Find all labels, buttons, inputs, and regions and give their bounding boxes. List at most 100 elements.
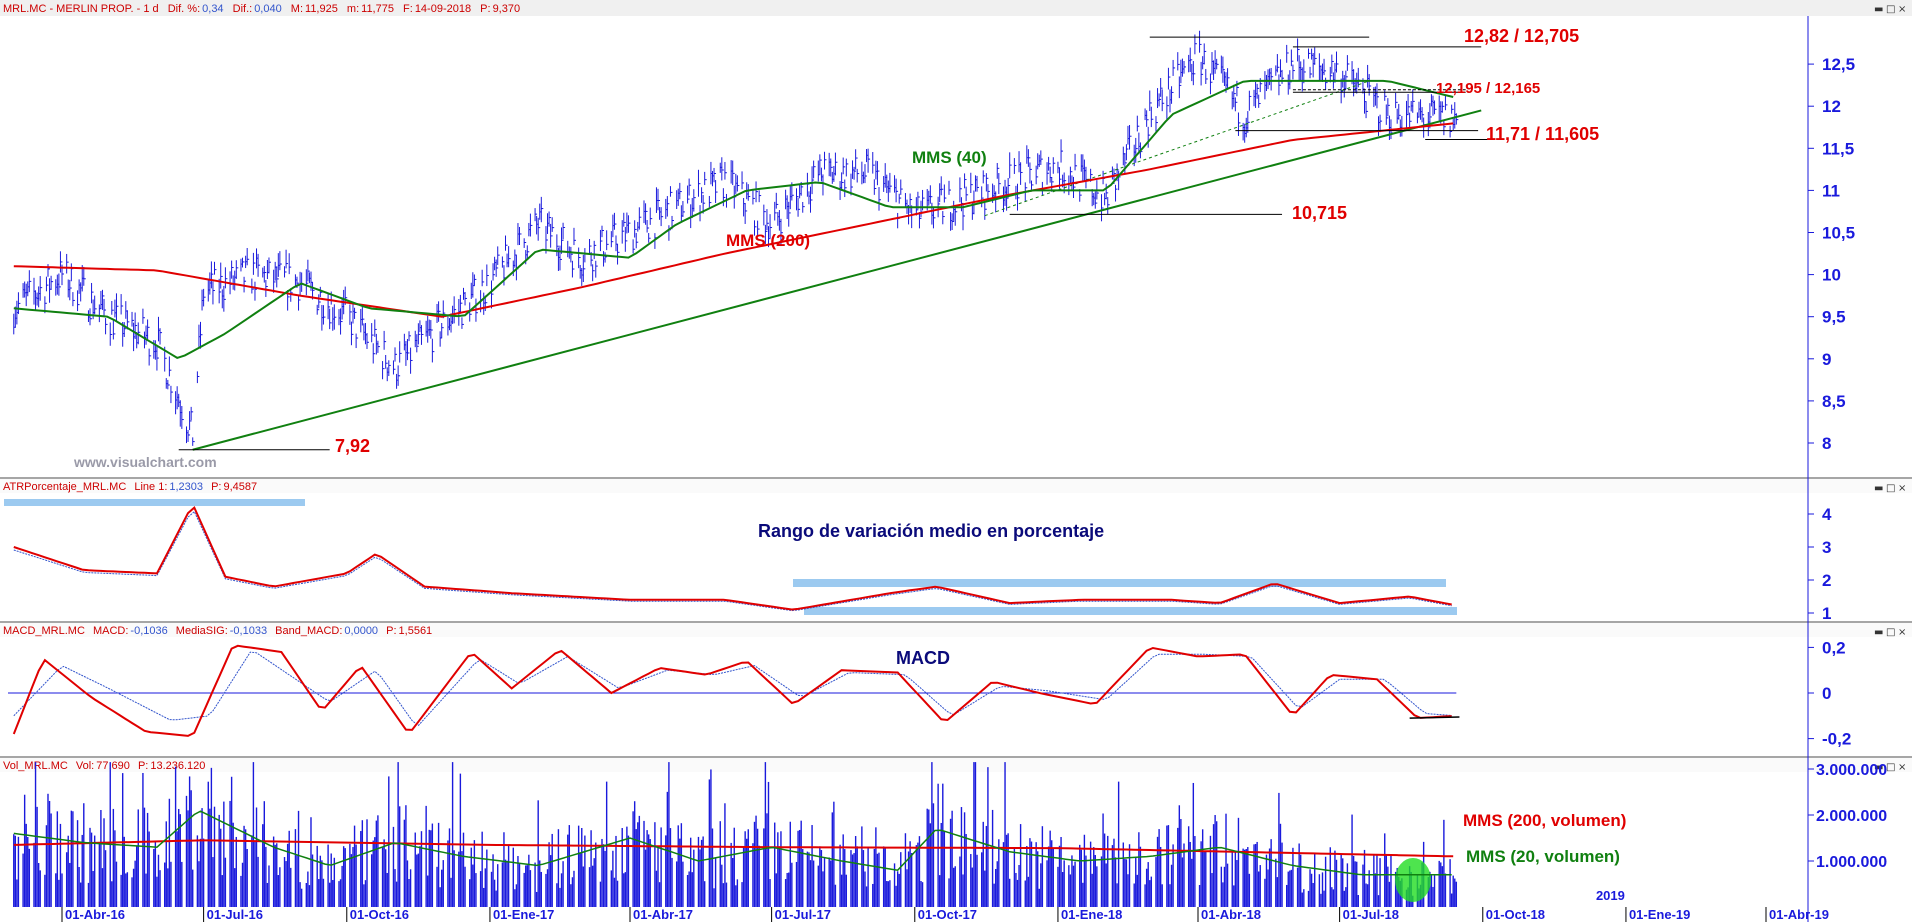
volume-bar (867, 846, 869, 907)
price-bar (77, 290, 80, 312)
volume-bar (1257, 871, 1260, 907)
price-bar (224, 267, 228, 289)
volume-mms20-line (13, 810, 1452, 876)
minimize-icon[interactable]: ▬ (1874, 483, 1883, 494)
volume-bar (1116, 883, 1118, 907)
volume-bar (409, 869, 412, 907)
volume-bar (56, 811, 59, 907)
volume-bar (1220, 866, 1223, 907)
label-vol-mms20: MMS (20, volumen) (1466, 847, 1620, 866)
volume-bar (89, 827, 91, 907)
volume-bar (266, 882, 269, 907)
price-window-controls[interactable]: ▬ □ × (1874, 4, 1906, 15)
volume-bar (201, 808, 203, 907)
price-bar (265, 280, 268, 297)
volume-bar (1312, 882, 1314, 907)
volume-bar (307, 871, 309, 907)
volume-bar (1047, 846, 1050, 907)
close-icon[interactable]: × (1898, 762, 1906, 773)
price-bar (841, 172, 844, 191)
volume-bar (1223, 866, 1226, 907)
volume-bar (1159, 846, 1162, 907)
volume-bar (539, 860, 541, 907)
minimize-icon[interactable]: ▬ (1874, 4, 1883, 15)
volume-bar (876, 853, 879, 907)
volume-bar (819, 846, 821, 907)
volume-bar (991, 809, 994, 907)
volume-bar (741, 882, 743, 907)
volume-bar (1194, 836, 1196, 907)
price-bar (1150, 106, 1154, 128)
volume-bar (154, 840, 157, 907)
price-bar (606, 230, 609, 251)
price-bar (757, 220, 760, 236)
price-bar (316, 304, 320, 315)
volume-bar (342, 846, 345, 907)
volume-bar (591, 865, 594, 907)
volume-bar (262, 824, 264, 907)
price-bar (900, 179, 903, 195)
volume-bar (582, 866, 585, 907)
volume-bar (993, 883, 995, 907)
volume-bar (755, 815, 757, 907)
maximize-icon[interactable]: □ (1886, 483, 1895, 494)
volume-bar (479, 871, 482, 907)
price-bar (1205, 68, 1208, 84)
price-bar (354, 307, 357, 319)
price-bar (187, 429, 191, 442)
macd-y-tick-label: -0,2 (1822, 730, 1851, 749)
price-bar (459, 294, 463, 314)
volume-bar (165, 821, 167, 907)
price-bar (864, 164, 867, 184)
atr-window-controls[interactable]: ▬ □ × (1874, 483, 1906, 494)
volume-bar (1203, 851, 1205, 907)
volume-bar (103, 818, 105, 907)
price-bar (1069, 166, 1073, 185)
close-icon[interactable]: × (1898, 483, 1906, 494)
price-bar (242, 257, 245, 268)
price-bar (420, 325, 424, 345)
volume-bar (142, 772, 144, 907)
atr-y-tick-label: 2 (1822, 571, 1831, 590)
price-bar (526, 245, 530, 260)
volume-bar (702, 836, 704, 907)
volume-bar (1144, 884, 1146, 907)
maximize-icon[interactable]: □ (1886, 762, 1895, 773)
close-icon[interactable]: × (1898, 627, 1906, 638)
price-bar (1227, 68, 1230, 90)
volume-bar (132, 868, 135, 907)
volume-bar (473, 840, 476, 907)
minimize-icon[interactable]: ▬ (1874, 627, 1883, 638)
volume-bar (420, 831, 423, 907)
date-tick-label: 01-Abr-19 (1769, 907, 1829, 922)
price-bar (1395, 92, 1398, 109)
price-bar (571, 260, 575, 278)
volume-bar (461, 851, 463, 907)
volume-bar (450, 877, 452, 907)
volume-window-controls[interactable]: ▬ □ × (1874, 762, 1906, 773)
volume-bar (864, 871, 866, 907)
volume-bar (671, 857, 673, 907)
volume-bar (774, 822, 776, 907)
maximize-icon[interactable]: □ (1886, 4, 1895, 15)
macd-window-controls[interactable]: ▬ □ × (1874, 627, 1906, 638)
volume-bar (255, 807, 258, 907)
price-bar (89, 308, 93, 326)
close-icon[interactable]: × (1898, 4, 1906, 15)
volume-bar (115, 861, 118, 907)
volume-bar (949, 818, 952, 907)
volume-y-tick-label: 2.000.000 (1816, 808, 1887, 825)
price-bar (349, 304, 352, 325)
price-bar (505, 235, 508, 251)
maximize-icon[interactable]: □ (1886, 627, 1895, 638)
minimize-icon[interactable]: ▬ (1874, 762, 1883, 773)
volume-bar (1074, 861, 1076, 907)
price-bar (1276, 54, 1280, 73)
volume-bar (921, 882, 924, 907)
volume-bar (588, 867, 591, 907)
volume-bar (833, 801, 835, 907)
price-bar (1379, 114, 1383, 133)
price-bar (951, 213, 955, 230)
volume-bar (366, 819, 368, 907)
volume-bar (98, 842, 101, 907)
